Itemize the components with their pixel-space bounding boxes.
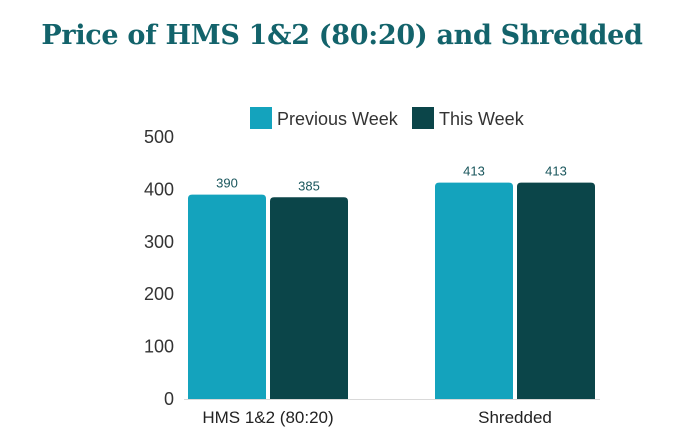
x-tick-label: Shredded — [478, 408, 552, 427]
y-tick-label: 400 — [144, 179, 174, 199]
x-tick-label: HMS 1&2 (80:20) — [202, 408, 333, 427]
bar — [270, 197, 348, 399]
legend-swatch — [412, 107, 434, 129]
bar — [517, 182, 595, 399]
legend-swatch — [250, 107, 272, 129]
y-tick-label: 0 — [164, 389, 174, 409]
y-tick-label: 100 — [144, 337, 174, 357]
data-label: 413 — [463, 164, 485, 179]
legend-label: Previous Week — [277, 109, 399, 129]
data-label: 413 — [545, 164, 567, 179]
chart-title: Price of HMS 1&2 (80:20) and Shredded — [41, 20, 643, 51]
bar — [188, 194, 266, 399]
bar — [435, 182, 513, 399]
y-tick-label: 500 — [144, 127, 174, 147]
data-label: 385 — [298, 178, 320, 193]
y-tick-label: 300 — [144, 232, 174, 252]
y-tick-label: 200 — [144, 284, 174, 304]
legend-label: This Week — [439, 109, 525, 129]
data-label: 390 — [216, 176, 238, 191]
